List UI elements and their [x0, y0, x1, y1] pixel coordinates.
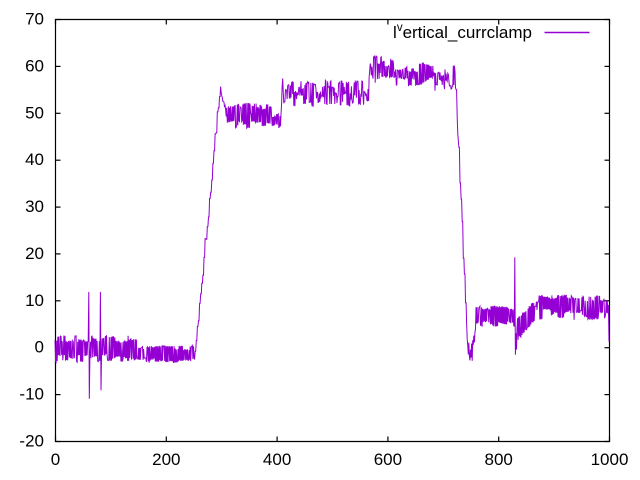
- svg-text:600: 600: [374, 450, 402, 469]
- svg-text:400: 400: [263, 450, 291, 469]
- svg-text:20: 20: [25, 244, 44, 263]
- svg-text:0: 0: [35, 338, 44, 357]
- svg-text:0: 0: [51, 450, 60, 469]
- svg-text:1000: 1000: [591, 450, 629, 469]
- svg-text:10: 10: [25, 291, 44, 310]
- svg-text:60: 60: [25, 56, 44, 75]
- svg-text:30: 30: [25, 197, 44, 216]
- svg-text:200: 200: [152, 450, 180, 469]
- svg-text:800: 800: [485, 450, 513, 469]
- svg-text:70: 70: [25, 10, 44, 29]
- svg-text:-10: -10: [19, 385, 44, 404]
- svg-text:lvertical_currclamp: lvertical_currclamp: [393, 22, 532, 42]
- svg-text:40: 40: [25, 150, 44, 169]
- svg-text:-20: -20: [19, 432, 44, 451]
- svg-text:50: 50: [25, 103, 44, 122]
